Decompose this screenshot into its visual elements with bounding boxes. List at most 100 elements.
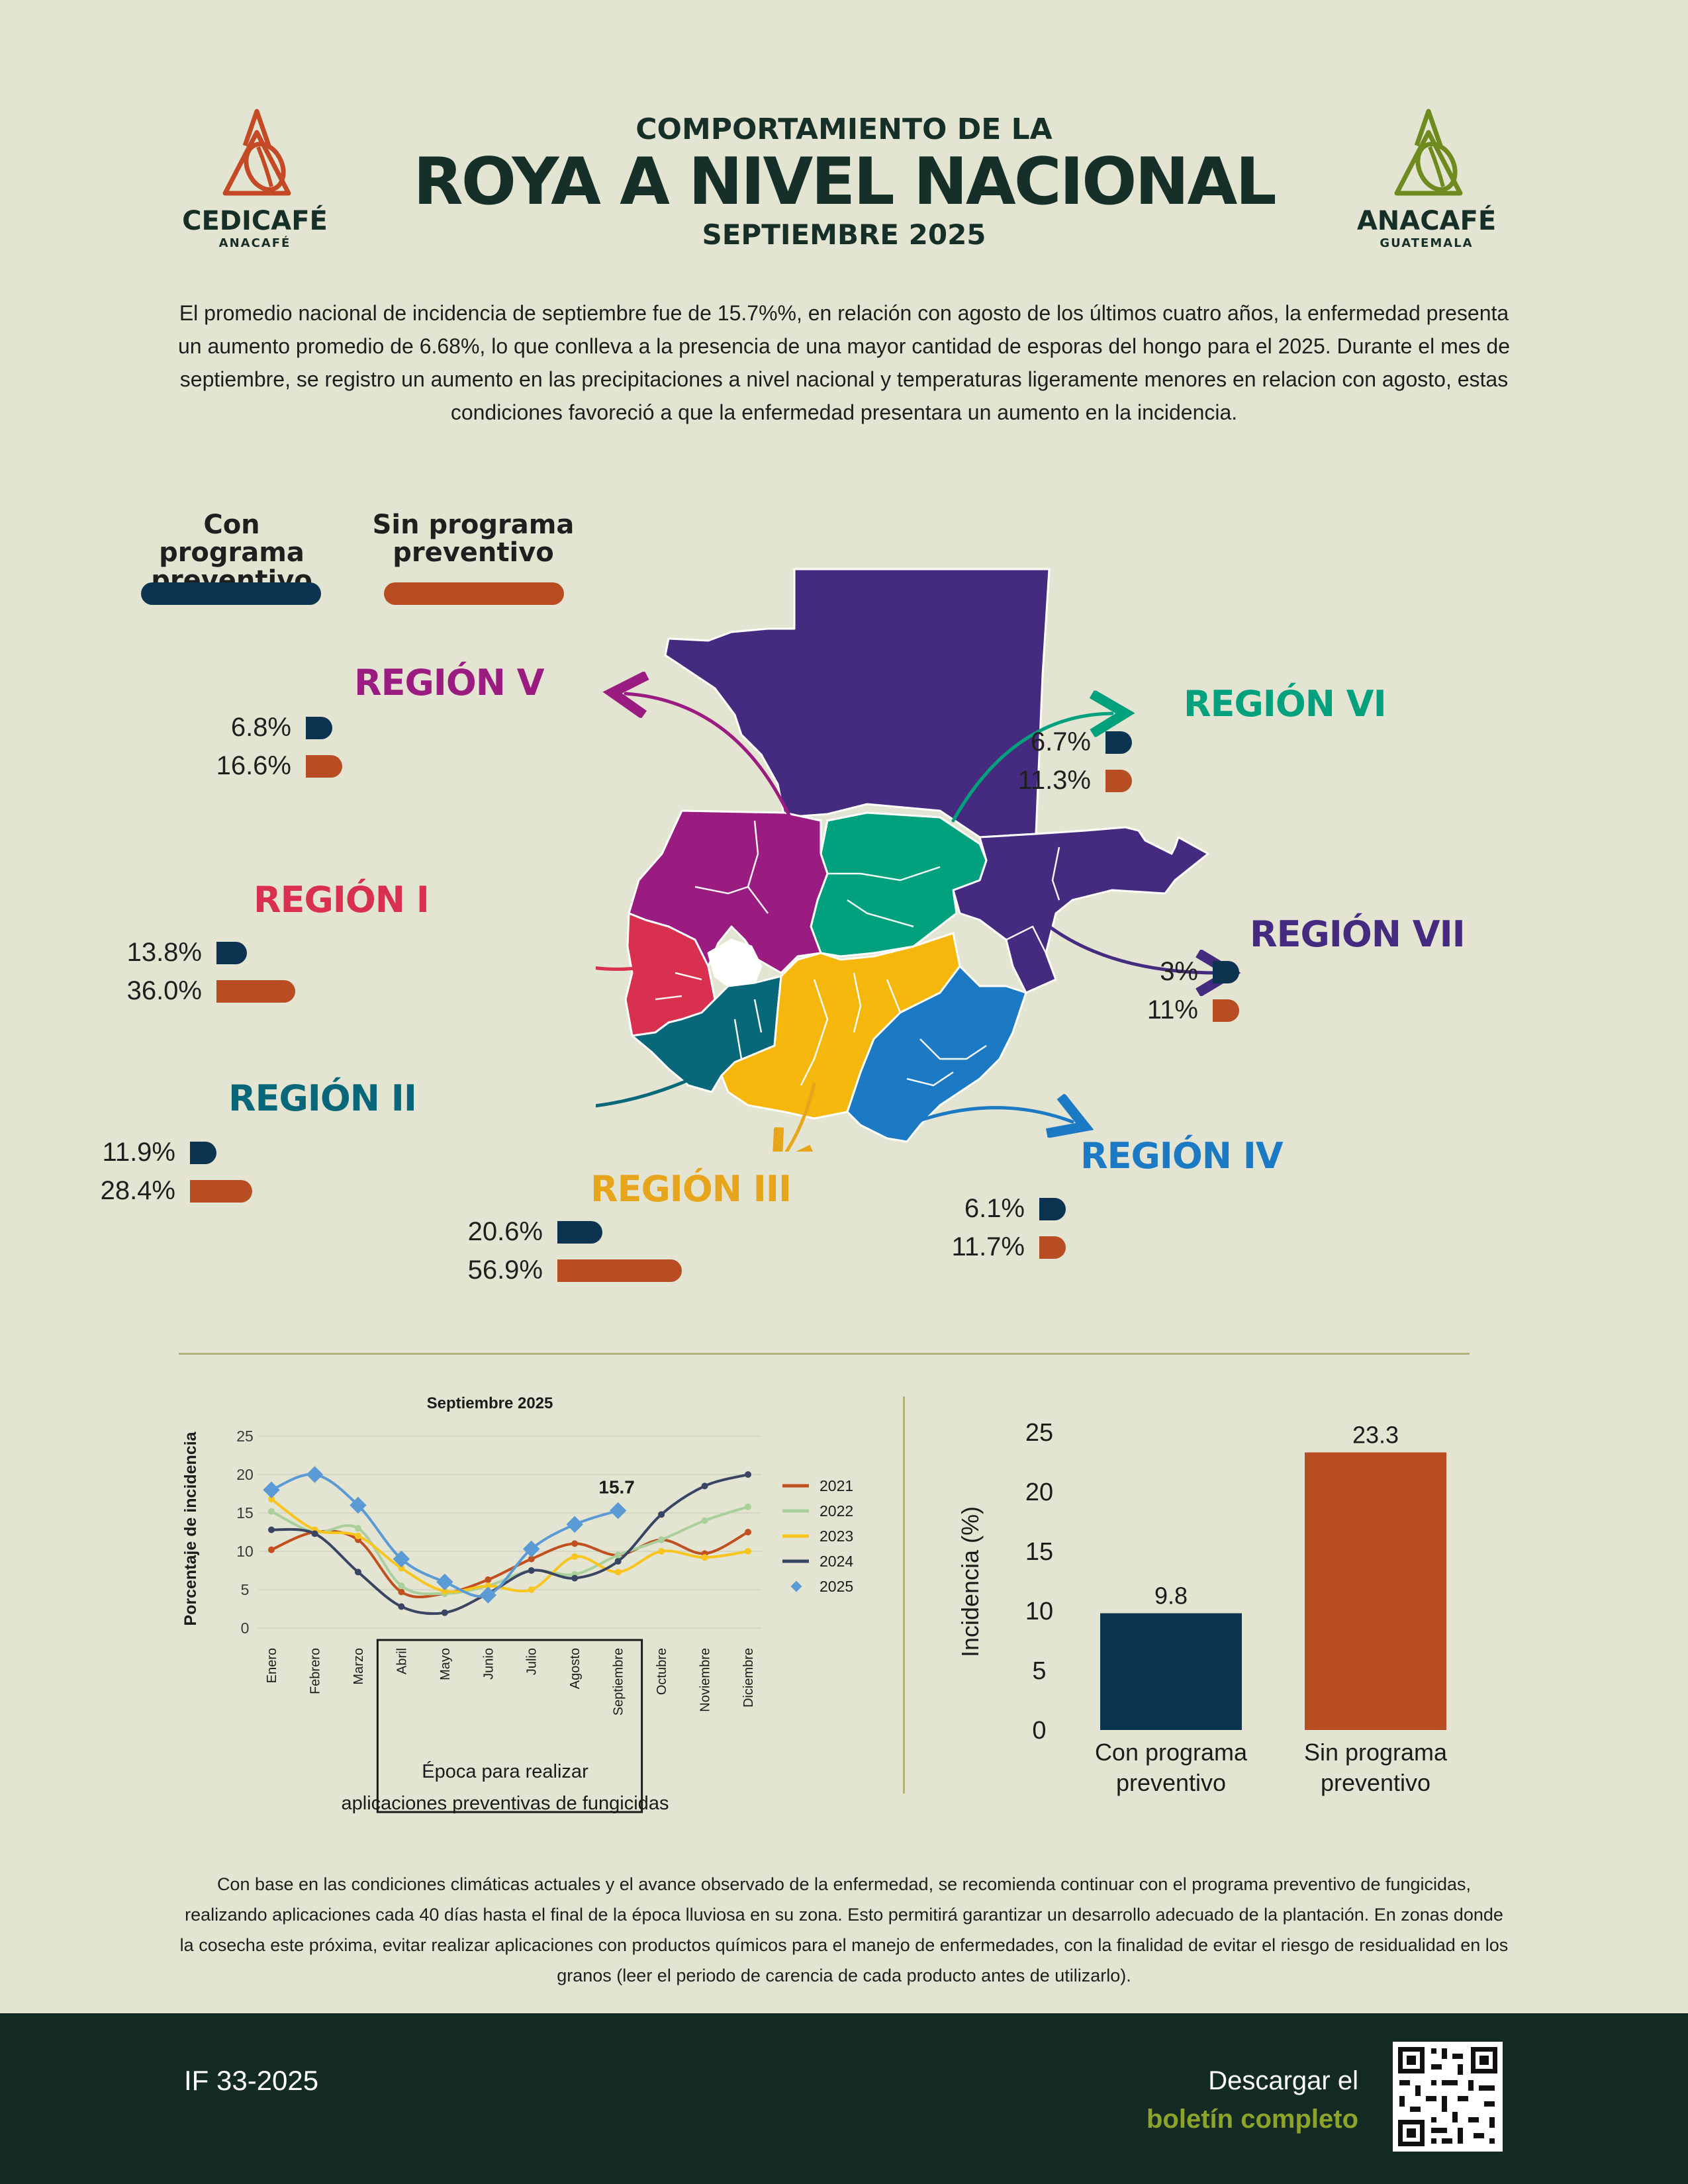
arrow-region-i bbox=[596, 951, 696, 971]
legend-label-2024: 2024 bbox=[820, 1553, 853, 1570]
anacafe-logo-sub: GUATEMALA bbox=[1380, 236, 1474, 250]
line-point-2023 bbox=[701, 1554, 708, 1561]
region-iv-sin-bar bbox=[1039, 1236, 1066, 1259]
anacafe-logo-name: ANACAFÉ bbox=[1356, 206, 1497, 236]
line-point-2025 bbox=[350, 1496, 367, 1514]
line-chart-xtick: Junio bbox=[481, 1648, 496, 1680]
line-point-2024 bbox=[441, 1609, 448, 1616]
line-point-2023 bbox=[354, 1532, 361, 1539]
region-i-con-value: 13.8% bbox=[126, 938, 202, 967]
legend-label-2023: 2023 bbox=[820, 1527, 853, 1545]
region-title-v: REGIÓN V bbox=[354, 662, 545, 704]
line-point-2021 bbox=[745, 1529, 751, 1535]
line-point-2021 bbox=[571, 1540, 579, 1547]
footer-download-label: Descargar el bbox=[1208, 2066, 1358, 2095]
region-vii-con-bar bbox=[1213, 961, 1239, 983]
line-point-2025 bbox=[436, 1573, 453, 1591]
line-point-2022 bbox=[745, 1503, 751, 1510]
line-point-2023 bbox=[398, 1565, 405, 1572]
legend-sin-label: Sin programa preventivo bbox=[372, 510, 575, 568]
arrow-region-iii bbox=[784, 1082, 816, 1152]
region-v-sin-value: 16.6% bbox=[216, 751, 291, 780]
region-title-vi: REGIÓN VI bbox=[1184, 683, 1387, 725]
bar-chart-ytick: 15 bbox=[1025, 1538, 1053, 1566]
bar-chart-ytick: 10 bbox=[1025, 1598, 1053, 1625]
region-vi-sin-value: 11.3% bbox=[1017, 766, 1091, 795]
line-chart-ytick: 15 bbox=[236, 1504, 254, 1522]
bar-chart-ytick: 5 bbox=[1032, 1657, 1046, 1685]
region-vii-sin-bar bbox=[1213, 999, 1239, 1022]
line-point-2023 bbox=[658, 1548, 665, 1555]
line-point-2022 bbox=[268, 1508, 275, 1515]
region-ii-sin-value: 28.4% bbox=[100, 1176, 175, 1205]
region-i-sin-value: 36.0% bbox=[126, 976, 202, 1005]
region-ii-sin-bar bbox=[190, 1180, 252, 1203]
legend-con-label: Con programa preventivo bbox=[151, 510, 312, 596]
anacafe-logo: ANACAFÉ GUATEMALA bbox=[1350, 106, 1503, 258]
fungicide-window-label: aplicaciones preventivas de fungicidas bbox=[342, 1793, 669, 1814]
line-chart-xtick: Mayo bbox=[438, 1648, 453, 1680]
region-iii-sin-value: 56.9% bbox=[467, 1255, 543, 1285]
line-point-2022 bbox=[398, 1582, 405, 1590]
line-point-2025 bbox=[393, 1550, 410, 1568]
footer-code: IF 33-2025 bbox=[184, 2065, 319, 2096]
line-chart-xtick: Noviembre bbox=[698, 1648, 713, 1712]
bar-category-label: Sin programa bbox=[1304, 1739, 1448, 1766]
line-point-2021 bbox=[485, 1576, 492, 1583]
arrow-region-vi bbox=[951, 713, 1112, 823]
bar-chart-ytick: 0 bbox=[1032, 1717, 1046, 1745]
line-point-2025 bbox=[479, 1586, 497, 1604]
legend-label-2025: 2025 bbox=[820, 1578, 853, 1595]
line-point-2024 bbox=[354, 1569, 361, 1576]
line-point-2025 bbox=[566, 1516, 583, 1533]
page-title: ROYA A NIVEL NACIONAL bbox=[413, 144, 1277, 220]
legend-label-2022: 2022 bbox=[820, 1502, 853, 1520]
line-point-2025 bbox=[263, 1481, 280, 1498]
region-v-con-value: 6.8% bbox=[230, 713, 291, 742]
region-vi-con-bar bbox=[1105, 731, 1132, 754]
line-point-2021 bbox=[268, 1546, 275, 1553]
region-v-sin-bar bbox=[306, 755, 342, 778]
line-point-2023 bbox=[745, 1548, 751, 1555]
line-point-2024 bbox=[398, 1603, 405, 1610]
line-point-2022 bbox=[658, 1536, 665, 1543]
line-point-2024 bbox=[614, 1558, 622, 1565]
line-chart-xtick: Diciembre bbox=[741, 1648, 756, 1707]
guatemala-regions-map bbox=[596, 568, 1258, 1152]
cedicafe-logo-name: CEDICAFÉ bbox=[182, 206, 328, 236]
line-chart-xtick: Abril bbox=[395, 1648, 409, 1674]
arrow-region-v bbox=[626, 694, 791, 817]
bar-chart-ytick: 20 bbox=[1025, 1479, 1053, 1506]
line-point-2024 bbox=[745, 1471, 751, 1478]
line-point-2024 bbox=[658, 1511, 665, 1518]
footer-download-link[interactable]: boletín completo bbox=[1147, 2105, 1358, 2134]
line-point-2024 bbox=[268, 1526, 275, 1533]
arrow-region-vii bbox=[1024, 905, 1218, 973]
fungicide-window-label: Época para realizar bbox=[422, 1760, 588, 1782]
bar-sin bbox=[1305, 1452, 1446, 1730]
bar-chart-ylabel: Incidencia (%) bbox=[957, 1506, 984, 1657]
line-point-2023 bbox=[528, 1586, 535, 1593]
bar-chart-ytick: 25 bbox=[1025, 1419, 1053, 1447]
region-vii-sin-value: 11% bbox=[1147, 995, 1198, 1024]
region-iv-con-bar bbox=[1039, 1198, 1066, 1220]
chart-divider bbox=[903, 1396, 905, 1794]
line-point-2022 bbox=[701, 1517, 708, 1524]
fungicide-window-box bbox=[376, 1639, 643, 1813]
qr-code-icon[interactable] bbox=[1393, 2042, 1503, 2152]
region-iii-con-value: 20.6% bbox=[467, 1217, 543, 1246]
line-chart-xtick: Septiembre bbox=[612, 1648, 626, 1715]
cedicafe-logo-sub: ANACAFÉ bbox=[218, 236, 291, 250]
coffee-bean-mountain-icon bbox=[1394, 109, 1463, 196]
region-title-iv: REGIÓN IV bbox=[1080, 1135, 1284, 1177]
line-chart-ytick: 25 bbox=[236, 1428, 254, 1445]
region-iv-con-value: 6.1% bbox=[964, 1194, 1025, 1223]
line-point-2023 bbox=[268, 1496, 275, 1503]
bar-value-label: 23.3 bbox=[1352, 1422, 1399, 1449]
line-point-2023 bbox=[571, 1553, 579, 1561]
line-point-2022 bbox=[614, 1551, 622, 1559]
map-region-vi bbox=[810, 811, 988, 958]
legend-label-2021: 2021 bbox=[820, 1477, 853, 1494]
line-chart-title: Septiembre 2025 bbox=[427, 1394, 553, 1412]
region-vi-sin-bar bbox=[1105, 770, 1132, 792]
